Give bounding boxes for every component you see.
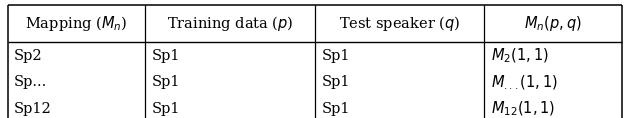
Text: Training data ($p$): Training data ($p$) <box>167 14 293 33</box>
Text: Sp1: Sp1 <box>152 102 180 116</box>
Text: $M_{...}(1,1)$: $M_{...}(1,1)$ <box>491 73 558 91</box>
Text: Sp...: Sp... <box>14 75 47 89</box>
Text: $M_n(p,q)$: $M_n(p,q)$ <box>524 14 582 33</box>
Text: Sp1: Sp1 <box>152 75 180 89</box>
Text: Sp1: Sp1 <box>152 49 180 63</box>
Text: Sp1: Sp1 <box>321 75 350 89</box>
Text: Sp12: Sp12 <box>14 102 52 116</box>
Text: Mapping ($M_n$): Mapping ($M_n$) <box>25 14 128 33</box>
Text: $M_{12}(1,1)$: $M_{12}(1,1)$ <box>491 100 555 118</box>
Text: Sp2: Sp2 <box>14 49 43 63</box>
Text: Sp1: Sp1 <box>321 102 350 116</box>
Text: Test speaker ($q$): Test speaker ($q$) <box>339 14 460 33</box>
Text: $M_2(1,1)$: $M_2(1,1)$ <box>491 47 548 65</box>
Text: Sp1: Sp1 <box>321 49 350 63</box>
